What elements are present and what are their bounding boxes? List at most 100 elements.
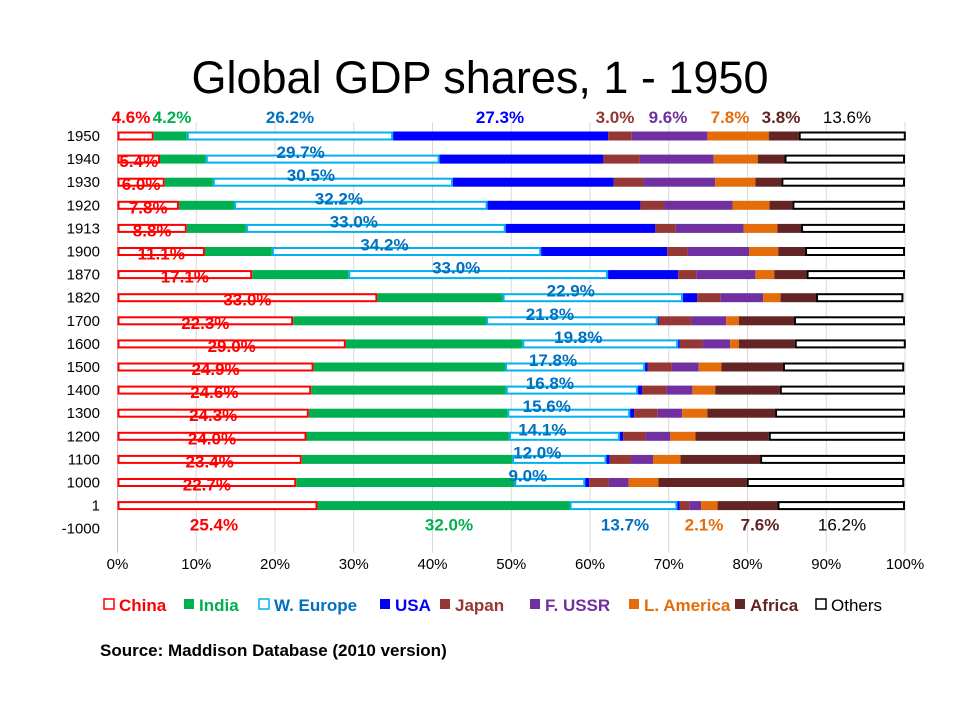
bar-india-1920 bbox=[178, 200, 235, 210]
chart-title: Global GDP shares, 1 - 1950 bbox=[192, 52, 769, 103]
bar-japan-1300 bbox=[634, 408, 658, 418]
data-label: 24.0% bbox=[188, 429, 236, 448]
bar-japan-1 bbox=[679, 501, 690, 511]
bar-usa-1920 bbox=[487, 200, 641, 210]
bar-w-europe-1820 bbox=[502, 293, 683, 303]
data-label: 13.6% bbox=[823, 108, 871, 127]
legend-swatch bbox=[629, 599, 639, 609]
category-label: 1930 bbox=[67, 174, 100, 191]
bar-india-1500 bbox=[313, 362, 505, 372]
bar-india-1600 bbox=[345, 339, 523, 349]
data-label: 24.6% bbox=[190, 383, 238, 402]
data-labels: 4.6% 4.2% 26.2% 27.3% 3.0% 9.6% 7.8% 3.8% 13.6% 5… bbox=[112, 108, 871, 535]
legend-swatch bbox=[380, 599, 390, 609]
bar-africa-1900 bbox=[778, 247, 805, 256]
bar-africa-1100 bbox=[680, 454, 761, 464]
bar-usa-1930 bbox=[452, 177, 614, 187]
bar-usa-1000 bbox=[585, 478, 590, 487]
bar-others-1700 bbox=[793, 316, 906, 326]
legend-label: Japan bbox=[455, 596, 504, 615]
bar-l-america-1 bbox=[701, 501, 718, 511]
bar-india-1100 bbox=[301, 454, 513, 464]
bar-china-1950 bbox=[117, 131, 154, 141]
bar-f-ussr-1920 bbox=[664, 200, 733, 210]
data-label: 32.0% bbox=[425, 516, 473, 535]
bar-africa-1200 bbox=[695, 431, 769, 441]
bar-africa-1000 bbox=[658, 478, 747, 487]
bar-usa-1100 bbox=[606, 454, 610, 464]
bar-w-europe-1950 bbox=[186, 131, 394, 141]
x-tick-label: 70% bbox=[654, 556, 684, 573]
bar-w-europe-1000 bbox=[514, 478, 586, 487]
bar-others-1100 bbox=[760, 454, 905, 464]
x-axis-ticks: 0% 10% 20% 30% 40% 50% 60% 70% 80% 90% 100% bbox=[107, 556, 925, 573]
bar-india-1930 bbox=[164, 177, 213, 187]
bar-usa-1913 bbox=[505, 223, 656, 233]
data-label: 7.6% bbox=[741, 516, 780, 535]
legend-label: L. America bbox=[644, 596, 731, 615]
bar-l-america-1930 bbox=[715, 177, 756, 187]
legend-label: India bbox=[199, 596, 239, 615]
bar-w-europe-1400 bbox=[505, 385, 639, 395]
bar-india-1820 bbox=[377, 293, 503, 303]
data-label: 22.3% bbox=[181, 314, 229, 333]
category-label: -1000 bbox=[62, 521, 100, 538]
legend-swatch bbox=[440, 599, 450, 609]
x-tick-label: 60% bbox=[575, 556, 605, 573]
bar-w-europe-1920 bbox=[234, 200, 488, 210]
bar-japan-1950 bbox=[608, 131, 632, 141]
data-label: 3.8% bbox=[762, 108, 801, 127]
bar-china-1500 bbox=[117, 362, 314, 372]
bar-others-1 bbox=[777, 501, 905, 511]
data-label: 16.8% bbox=[526, 374, 574, 393]
data-label: 23.4% bbox=[186, 452, 234, 471]
bar-l-america-1200 bbox=[670, 431, 696, 441]
bar-japan-1100 bbox=[609, 454, 631, 464]
bar-japan-1200 bbox=[623, 431, 646, 441]
bar-l-america-1000 bbox=[628, 478, 659, 487]
bar-others-1500 bbox=[782, 362, 905, 372]
category-label: 1500 bbox=[67, 359, 100, 376]
bar-f-ussr-1500 bbox=[671, 362, 699, 372]
bar-l-america-1300 bbox=[682, 408, 708, 418]
bar-india-1870 bbox=[252, 270, 349, 280]
bar-africa-1300 bbox=[707, 408, 776, 418]
data-label: 15.6% bbox=[523, 397, 571, 416]
data-label: 22.9% bbox=[547, 282, 595, 301]
bar-f-ussr-1940 bbox=[639, 154, 714, 164]
bar-f-ussr-1700 bbox=[691, 316, 727, 326]
data-label: 8.8% bbox=[133, 221, 172, 240]
bar-china-1870 bbox=[117, 270, 253, 280]
data-label: 2.1% bbox=[685, 516, 724, 535]
legend-swatch bbox=[530, 599, 540, 609]
bar-india-1400 bbox=[311, 385, 506, 395]
category-label: 1 bbox=[92, 498, 100, 515]
bar-l-america-1700 bbox=[726, 316, 739, 326]
bar-africa-1870 bbox=[774, 270, 807, 280]
bar-africa-1940 bbox=[757, 154, 785, 164]
bar-l-america-1900 bbox=[749, 247, 779, 256]
data-label: 21.8% bbox=[526, 305, 574, 324]
bar-w-europe-1913 bbox=[245, 223, 506, 233]
data-label: 33.0% bbox=[432, 259, 480, 278]
data-label: 19.8% bbox=[554, 328, 602, 347]
bar-f-ussr-1 bbox=[689, 501, 702, 511]
data-label: 17.8% bbox=[529, 351, 577, 370]
bar-india-1700 bbox=[293, 316, 487, 326]
data-label: 6.0% bbox=[122, 175, 161, 194]
x-tick-label: 20% bbox=[260, 556, 290, 573]
bar-usa-1400 bbox=[638, 385, 642, 395]
bar-usa-1940 bbox=[439, 154, 604, 164]
x-tick-label: 40% bbox=[417, 556, 447, 573]
legend-label: USA bbox=[395, 596, 431, 615]
x-tick-label: 30% bbox=[339, 556, 369, 573]
bar-others-1600 bbox=[794, 339, 906, 349]
bar-africa-1600 bbox=[738, 339, 795, 349]
bar-f-ussr-1000 bbox=[608, 478, 629, 487]
data-label: 9.6% bbox=[649, 108, 688, 127]
bar-usa-1820 bbox=[682, 293, 698, 303]
bar-africa-1930 bbox=[755, 177, 782, 187]
bar-f-ussr-1300 bbox=[657, 408, 683, 418]
category-label: 1600 bbox=[67, 336, 100, 353]
x-tick-label: 0% bbox=[107, 556, 129, 573]
